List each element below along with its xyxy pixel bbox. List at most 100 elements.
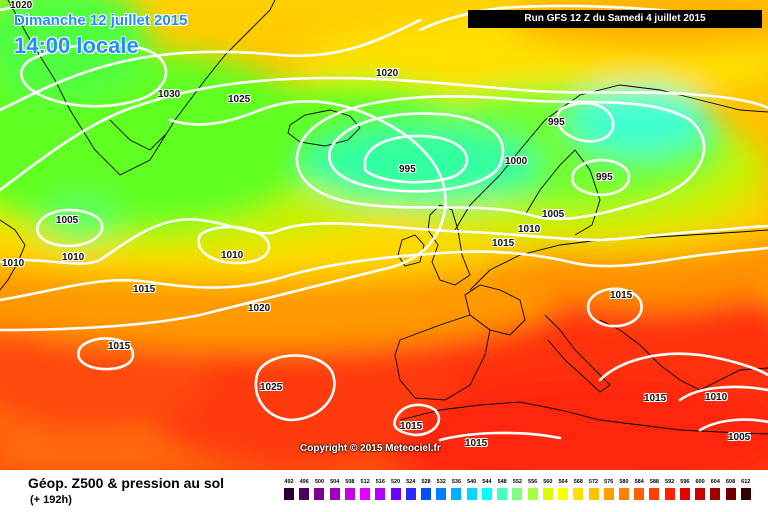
isobar-1015-south <box>438 431 562 442</box>
legend-step-label: 520 <box>390 479 401 485</box>
coast-iceland <box>287 109 361 147</box>
legend-step-swatch <box>390 488 401 500</box>
legend-step: 500 <box>314 478 325 500</box>
legend-step: 576 <box>603 478 614 500</box>
legend-step-label: 564 <box>558 479 568 485</box>
legend-step: 528 <box>421 478 432 500</box>
legend-step: 496 <box>299 478 310 500</box>
legend-step-swatch <box>329 488 340 500</box>
isobar-1015-alps <box>586 287 643 328</box>
isobar-995-norway <box>555 101 615 143</box>
legend-step-label: 580 <box>619 479 629 485</box>
legend-step-label: 576 <box>604 479 614 485</box>
legend-step: 520 <box>390 478 401 500</box>
isobar-label: 995 <box>596 172 613 183</box>
legend-step-swatch <box>375 488 386 500</box>
legend-step: 584 <box>634 478 645 500</box>
isobar-label: 1015 <box>133 284 156 295</box>
coast-iberia <box>394 314 491 401</box>
isobar-1005-scand <box>295 95 706 221</box>
legend-step-swatch <box>649 488 660 500</box>
map-canvas <box>0 0 768 470</box>
legend-step-swatch <box>618 488 629 500</box>
color-scale-legend: 492 496 500 504 508 512 516 520 524 528 532 536 540 5… <box>284 478 756 504</box>
legend-step: 608 <box>725 478 736 500</box>
isobar-995-iceland <box>363 134 469 184</box>
isobar-label: 995 <box>548 117 565 128</box>
legend-step-swatch <box>588 488 599 500</box>
legend-step-swatch <box>710 488 721 500</box>
legend-step: 604 <box>710 478 721 500</box>
forecast-date: Dimanche 12 juillet 2015 <box>14 12 188 29</box>
coast-balkans <box>599 319 768 391</box>
legend-step-label: 536 <box>451 479 462 485</box>
legend-step: 564 <box>558 478 569 500</box>
legend-step-swatch <box>573 488 584 500</box>
isobar-1025-north <box>0 18 422 112</box>
legend-step-swatch <box>451 488 462 500</box>
isobar-1015-azores <box>77 337 135 371</box>
legend-step-label: 516 <box>375 479 385 485</box>
isobar-label: 1015 <box>644 393 667 404</box>
isobar-label: 1025 <box>228 94 251 105</box>
legend-step-label: 556 <box>528 479 538 485</box>
legend-step-label: 608 <box>725 479 736 485</box>
isobar-label: 1015 <box>108 341 131 352</box>
legend-step-swatch <box>466 488 477 500</box>
legend-step: 596 <box>679 478 690 500</box>
legend-step-swatch <box>664 488 675 500</box>
forecast-map: 1020 1030 1025 1020 995 995 1000 995 100… <box>0 0 768 470</box>
legend-step: 592 <box>664 478 675 500</box>
legend-step-label: 508 <box>345 479 355 485</box>
isobar-1010-east <box>678 385 768 402</box>
isobar-1015-east <box>598 352 768 382</box>
isobar-1025-azores <box>254 354 336 422</box>
legend-step: 492 <box>284 478 294 500</box>
coast-greenland-east <box>109 119 166 151</box>
legend-step-swatch <box>284 488 294 500</box>
legend-step: 532 <box>436 478 447 500</box>
isobar-label: 1010 <box>62 252 85 263</box>
isobar-1020-atl <box>418 4 682 32</box>
isobar-label: 1005 <box>542 209 565 220</box>
legend-step-swatch <box>725 488 736 500</box>
legend-step: 536 <box>451 478 462 500</box>
legend-step-label: 524 <box>406 479 416 485</box>
legend-step-label: 584 <box>634 479 644 485</box>
isobar-1005-east <box>698 418 768 432</box>
isobar-label: 1005 <box>728 432 751 443</box>
legend-step-label: 568 <box>573 479 583 485</box>
legend-step-label: 612 <box>741 479 751 485</box>
legend-step-swatch <box>527 488 538 500</box>
isobar-label: 1015 <box>400 421 423 432</box>
isobar-label: 1020 <box>248 303 271 314</box>
legend-step-swatch <box>695 488 706 500</box>
legend-step-swatch <box>405 488 416 500</box>
forecast-local-time: 14:00 locale <box>14 33 139 58</box>
legend-step-swatch <box>299 488 310 500</box>
isobars <box>0 2 768 442</box>
legend-step-label: 528 <box>421 479 431 485</box>
legend-step: 544 <box>481 478 492 500</box>
legend-step-swatch <box>679 488 690 500</box>
coast-britain <box>427 204 471 286</box>
legend-step-label: 512 <box>360 479 370 485</box>
legend-step-swatch <box>344 488 355 500</box>
coast-greenland <box>7 0 276 176</box>
copyright: Copyright © 2015 Meteociel.fr <box>300 443 441 454</box>
legend-step: 572 <box>588 478 599 500</box>
isobar-1020-top <box>0 2 32 12</box>
isobar-995-sweden <box>571 158 631 197</box>
coast-france <box>464 284 526 336</box>
legend-step: 600 <box>695 478 706 500</box>
legend-step-swatch <box>360 488 371 500</box>
isobar-label: 1010 <box>221 250 244 261</box>
legend-step: 516 <box>375 478 386 500</box>
isobar-1010-blob <box>197 225 271 265</box>
legend-step: 580 <box>618 478 629 500</box>
isobar-1010 <box>0 218 768 265</box>
coast-sweden <box>524 149 601 236</box>
legend-step-label: 492 <box>284 479 294 485</box>
legend-step-label: 552 <box>512 479 522 485</box>
legend-step-label: 540 <box>467 479 477 485</box>
